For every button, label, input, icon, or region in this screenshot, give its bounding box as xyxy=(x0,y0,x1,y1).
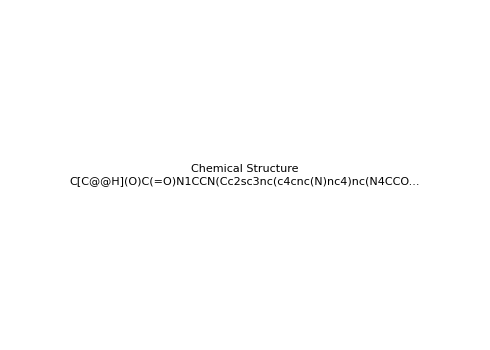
Text: Chemical Structure
C[C@@H](O)C(=O)N1CCN(Cc2sc3nc(c4cnc(N)nc4)nc(N4CCO...: Chemical Structure C[C@@H](O)C(=O)N1CCN(… xyxy=(70,164,420,186)
